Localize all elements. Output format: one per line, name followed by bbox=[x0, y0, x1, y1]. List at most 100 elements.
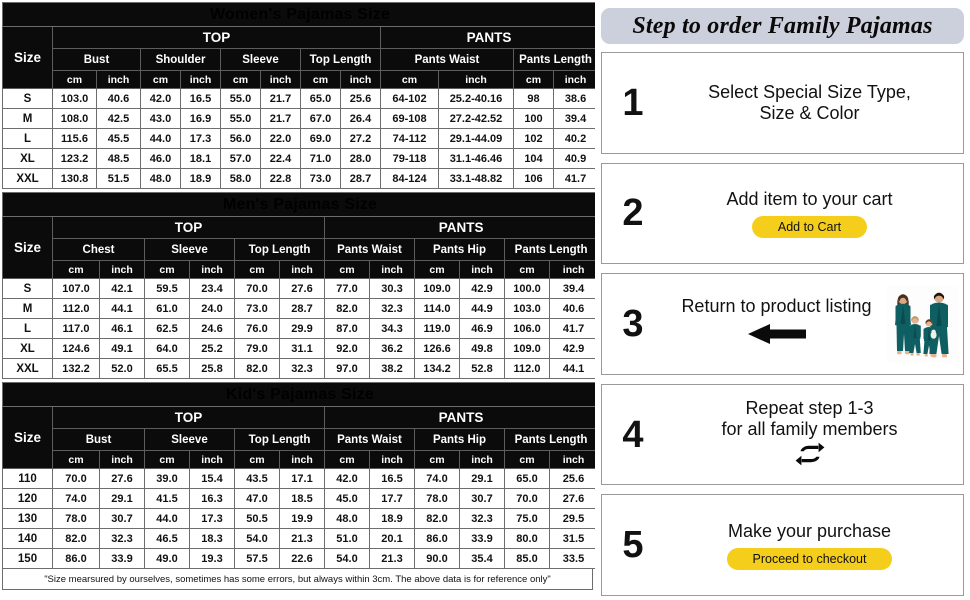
step-content-4: Repeat step 1-3 for all family members bbox=[664, 398, 963, 471]
table-cell: 44.0 bbox=[140, 128, 181, 149]
step-number-2: 2 bbox=[622, 192, 644, 235]
row-size-label: XXL bbox=[2, 358, 53, 379]
unit-inch: inch bbox=[552, 70, 599, 89]
table-cell: 82.0 bbox=[324, 298, 370, 319]
size-chart-footnote: "Size mearsured by ourselves, sometimes … bbox=[2, 569, 593, 590]
table-cell: 52.8 bbox=[459, 358, 505, 379]
table-cell: 17.1 bbox=[279, 468, 325, 489]
womens-table-body: S 103.0 40.6 42.0 16.5 55.0 21.7 65.0 25.6 64-102… bbox=[2, 88, 599, 189]
table-cell: 65.0 bbox=[300, 88, 341, 109]
table-cell: 74-112 bbox=[380, 128, 439, 149]
unit-inch: inch bbox=[99, 450, 145, 469]
table-row: L 117.0 46.1 62.5 24.6 76.0 29.9 87.0 34.3 119.0 4… bbox=[2, 318, 599, 339]
table-cell: 54.0 bbox=[324, 548, 370, 569]
group-top-length: Top Length bbox=[234, 238, 325, 261]
womens-table-title: Women's Pajamas Size bbox=[1, 2, 599, 27]
table-cell: 33.5 bbox=[548, 548, 599, 569]
table-cell: 28.0 bbox=[340, 148, 381, 169]
table-cell: 134.2 bbox=[414, 358, 460, 379]
table-cell: 107.0 bbox=[52, 278, 100, 299]
table-cell: 78.0 bbox=[52, 508, 100, 529]
unit-inch: inch bbox=[340, 70, 381, 89]
table-cell: 82.0 bbox=[234, 358, 280, 379]
group-pants-length: Pants Length bbox=[512, 48, 599, 71]
table-cell: 29.5 bbox=[548, 508, 599, 529]
table-cell: 46.0 bbox=[140, 148, 181, 169]
group-bust: Bust bbox=[52, 48, 141, 71]
table-cell: 70.0 bbox=[234, 278, 280, 299]
table-cell: 62.5 bbox=[144, 318, 190, 339]
group-pants-length: Pants Length bbox=[503, 428, 599, 451]
table-cell: 17.3 bbox=[180, 128, 221, 149]
unit-inch: inch bbox=[99, 260, 145, 279]
table-cell: 49.0 bbox=[144, 548, 190, 569]
group-sleeve: Sleeve bbox=[220, 48, 301, 71]
table-row: M 108.0 42.5 43.0 16.9 55.0 21.7 67.0 26.4 69-108… bbox=[2, 108, 599, 129]
row-size-label: XXL bbox=[2, 168, 53, 189]
group-top-length: Top Length bbox=[234, 428, 325, 451]
table-cell: 32.3 bbox=[99, 528, 145, 549]
step-content-3: Return to product listing bbox=[664, 296, 963, 352]
add-to-cart-button[interactable]: Add to Cart bbox=[751, 216, 868, 238]
table-cell: 104 bbox=[513, 148, 554, 169]
group-pants-waist: Pants Waist bbox=[380, 48, 514, 71]
table-cell: 16.3 bbox=[189, 488, 235, 509]
table-cell: 114.0 bbox=[414, 298, 460, 319]
table-cell: 23.4 bbox=[189, 278, 235, 299]
table-cell: 51.0 bbox=[324, 528, 370, 549]
table-cell: 69-108 bbox=[380, 108, 439, 129]
table-cell: 42.9 bbox=[459, 278, 505, 299]
table-row: M 112.0 44.1 61.0 24.0 73.0 28.7 82.0 32.3 114.0 4… bbox=[2, 298, 599, 319]
unit-inch: inch bbox=[260, 70, 301, 89]
table-cell: 21.7 bbox=[260, 108, 301, 129]
table-cell: 38.2 bbox=[369, 358, 415, 379]
table-cell: 24.0 bbox=[189, 298, 235, 319]
table-cell: 56.0 bbox=[220, 128, 261, 149]
table-cell: 100 bbox=[513, 108, 554, 129]
step-label-3: Return to product listing bbox=[681, 295, 872, 316]
unit-cm: cm bbox=[234, 260, 280, 279]
row-size-label: M bbox=[2, 108, 53, 129]
table-cell: 31.5 bbox=[548, 528, 599, 549]
table-cell: 117.0 bbox=[52, 318, 100, 339]
table-cell: 29.9 bbox=[279, 318, 325, 339]
table-cell: 34.3 bbox=[369, 318, 415, 339]
row-size-label: S bbox=[2, 278, 53, 299]
measure-group-row: Chest Sleeve Top Length Pants Waist Pant… bbox=[3, 238, 599, 261]
table-cell: 45.5 bbox=[96, 128, 141, 149]
size-charts-panel: Women's Pajamas Size Size TOP PANTS Bust… bbox=[1, 2, 599, 590]
mens-table-body: S 107.0 42.1 59.5 23.4 70.0 27.6 77.0 30.3 109.0 4… bbox=[2, 278, 599, 379]
table-cell: 42.0 bbox=[324, 468, 370, 489]
table-cell: 123.2 bbox=[52, 148, 97, 169]
table-cell: 55.0 bbox=[220, 88, 261, 109]
group-pants-waist: Pants Waist bbox=[324, 428, 415, 451]
table-cell: 42.1 bbox=[99, 278, 145, 299]
unit-inch: inch bbox=[279, 450, 325, 469]
unit-inch: inch bbox=[279, 260, 325, 279]
step-item-5: 5 Make your purchase Proceed to checkout bbox=[601, 494, 964, 596]
group-top-length: Top Length bbox=[300, 48, 381, 71]
table-cell: 40.2 bbox=[552, 128, 599, 149]
step-item-1: 1 Select Special Size Type, Size & Color bbox=[601, 52, 964, 154]
table-row: 150 86.0 33.9 49.0 19.3 57.5 22.6 54.0 21.3 90.0 3… bbox=[2, 548, 599, 569]
table-cell: 73.0 bbox=[300, 168, 341, 189]
step-number-4: 4 bbox=[622, 413, 644, 456]
table-cell: 16.5 bbox=[180, 88, 221, 109]
womens-size-table: Women's Pajamas Size Size TOP PANTS Bust… bbox=[1, 2, 599, 189]
table-cell: 29.1-44.09 bbox=[438, 128, 514, 149]
table-cell: 33.9 bbox=[99, 548, 145, 569]
table-cell: 64-102 bbox=[380, 88, 439, 109]
unit-cm: cm bbox=[52, 450, 100, 469]
unit-cm: cm bbox=[414, 450, 460, 469]
unit-cm: cm bbox=[52, 70, 97, 89]
table-cell: 30.7 bbox=[99, 508, 145, 529]
table-cell: 17.3 bbox=[189, 508, 235, 529]
table-cell: 80.0 bbox=[504, 528, 550, 549]
unit-cm: cm bbox=[414, 260, 460, 279]
step-content-2: Add item to your cart Add to Cart bbox=[664, 189, 963, 238]
proceed-to-checkout-button[interactable]: Proceed to checkout bbox=[726, 547, 893, 570]
section-header-row: Size TOP PANTS bbox=[2, 26, 599, 89]
repeat-icon bbox=[795, 442, 825, 471]
table-cell: 25.2-40.16 bbox=[438, 88, 514, 109]
